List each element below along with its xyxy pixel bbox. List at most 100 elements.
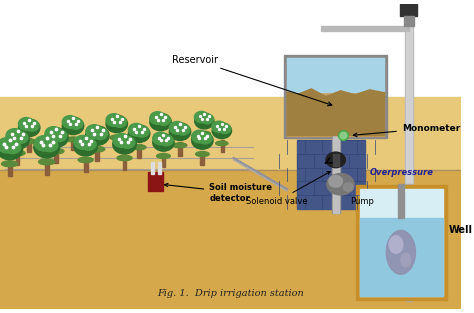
Bar bbox=[159, 133, 163, 146]
Ellipse shape bbox=[135, 126, 149, 137]
Ellipse shape bbox=[219, 124, 231, 134]
Ellipse shape bbox=[52, 130, 67, 141]
Bar bbox=[284, 55, 387, 138]
Ellipse shape bbox=[18, 118, 34, 130]
Ellipse shape bbox=[326, 152, 346, 168]
Ellipse shape bbox=[201, 114, 213, 124]
Ellipse shape bbox=[0, 139, 23, 160]
Bar bbox=[137, 144, 141, 158]
Ellipse shape bbox=[156, 154, 170, 158]
Ellipse shape bbox=[38, 159, 55, 165]
Ellipse shape bbox=[22, 139, 36, 144]
Ellipse shape bbox=[340, 132, 347, 139]
Ellipse shape bbox=[41, 139, 58, 152]
Ellipse shape bbox=[128, 123, 144, 136]
Bar bbox=[404, 16, 413, 26]
Bar bbox=[8, 161, 12, 177]
Ellipse shape bbox=[176, 124, 190, 135]
Ellipse shape bbox=[327, 173, 354, 195]
Bar bbox=[287, 58, 384, 92]
Bar bbox=[162, 153, 165, 167]
Bar bbox=[148, 172, 164, 191]
Ellipse shape bbox=[35, 136, 53, 151]
Ellipse shape bbox=[13, 132, 28, 143]
Bar bbox=[71, 136, 75, 150]
Text: Fig. 1.  Drip irrigation station: Fig. 1. Drip irrigation station bbox=[157, 289, 304, 298]
Ellipse shape bbox=[154, 133, 167, 138]
Ellipse shape bbox=[212, 123, 231, 139]
Ellipse shape bbox=[153, 134, 174, 151]
Ellipse shape bbox=[173, 143, 187, 148]
Bar bbox=[406, 4, 411, 291]
Ellipse shape bbox=[25, 121, 39, 131]
Ellipse shape bbox=[199, 133, 212, 144]
Text: Solenoid valve: Solenoid valve bbox=[246, 172, 330, 206]
Ellipse shape bbox=[74, 136, 91, 149]
Text: Monometer: Monometer bbox=[353, 124, 460, 137]
Ellipse shape bbox=[74, 137, 97, 156]
Ellipse shape bbox=[45, 128, 68, 147]
Ellipse shape bbox=[160, 135, 173, 146]
Ellipse shape bbox=[4, 141, 21, 154]
Bar bbox=[333, 154, 338, 166]
Bar bbox=[151, 162, 154, 173]
Ellipse shape bbox=[389, 236, 403, 253]
Ellipse shape bbox=[344, 183, 353, 192]
Text: Soil moisture
detector: Soil moisture detector bbox=[164, 183, 272, 203]
Text: Overpressure: Overpressure bbox=[370, 167, 434, 177]
Ellipse shape bbox=[113, 133, 130, 147]
Ellipse shape bbox=[386, 230, 416, 274]
Ellipse shape bbox=[153, 132, 168, 145]
Ellipse shape bbox=[62, 115, 78, 128]
Ellipse shape bbox=[194, 111, 209, 123]
Bar bbox=[201, 151, 204, 165]
Bar bbox=[400, 4, 418, 16]
Ellipse shape bbox=[113, 135, 137, 154]
Ellipse shape bbox=[62, 117, 84, 135]
Bar bbox=[16, 150, 19, 165]
Bar bbox=[398, 184, 404, 218]
Ellipse shape bbox=[169, 123, 191, 141]
Ellipse shape bbox=[113, 117, 127, 127]
Ellipse shape bbox=[150, 113, 171, 131]
Ellipse shape bbox=[338, 131, 348, 141]
Ellipse shape bbox=[110, 135, 124, 140]
Ellipse shape bbox=[216, 141, 228, 146]
Ellipse shape bbox=[150, 112, 165, 124]
Bar bbox=[95, 146, 99, 161]
Ellipse shape bbox=[6, 129, 23, 142]
Ellipse shape bbox=[191, 130, 207, 143]
Ellipse shape bbox=[196, 151, 209, 156]
Ellipse shape bbox=[10, 151, 25, 156]
Ellipse shape bbox=[132, 145, 146, 150]
Ellipse shape bbox=[156, 115, 170, 126]
Ellipse shape bbox=[329, 176, 343, 187]
Ellipse shape bbox=[78, 157, 93, 162]
Ellipse shape bbox=[66, 137, 80, 142]
Bar bbox=[0, 97, 461, 309]
Ellipse shape bbox=[120, 136, 135, 148]
Ellipse shape bbox=[18, 119, 40, 136]
Bar bbox=[332, 136, 339, 213]
Bar bbox=[158, 162, 161, 173]
Bar bbox=[55, 148, 58, 163]
Ellipse shape bbox=[69, 119, 82, 129]
Ellipse shape bbox=[81, 138, 96, 150]
Text: Reservoir: Reservoir bbox=[172, 54, 332, 106]
Ellipse shape bbox=[212, 121, 226, 132]
Text: Well: Well bbox=[448, 225, 473, 235]
Ellipse shape bbox=[198, 131, 210, 136]
Ellipse shape bbox=[117, 155, 132, 161]
Ellipse shape bbox=[106, 114, 122, 126]
Bar bbox=[356, 185, 447, 300]
Text: Pump: Pump bbox=[350, 197, 374, 206]
Bar bbox=[0, 170, 461, 309]
Bar bbox=[84, 157, 88, 172]
Ellipse shape bbox=[93, 128, 108, 140]
Bar bbox=[115, 135, 118, 148]
Ellipse shape bbox=[1, 161, 18, 167]
Ellipse shape bbox=[0, 138, 16, 153]
Ellipse shape bbox=[195, 113, 214, 129]
Bar bbox=[178, 142, 182, 156]
Ellipse shape bbox=[86, 125, 103, 139]
